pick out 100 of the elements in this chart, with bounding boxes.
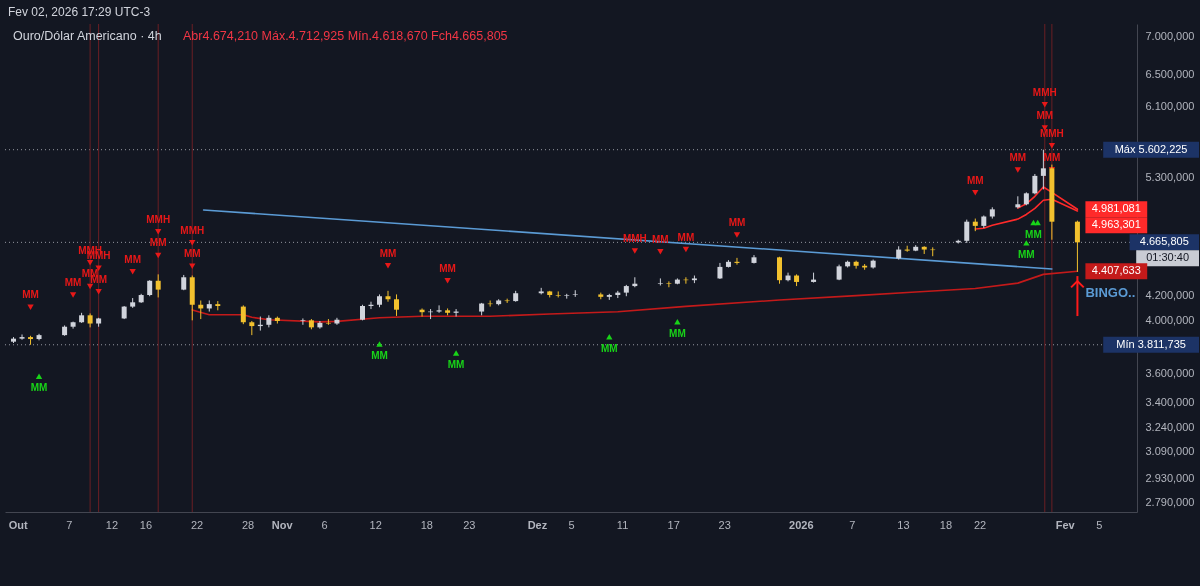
data-label: MM: [966, 174, 984, 186]
data-label: MMH: [1032, 86, 1057, 98]
data-label: MM: [64, 276, 82, 288]
y-tick-label: 3.240,000: [1145, 420, 1195, 433]
y-tick-label: 4.200,000: [1145, 289, 1195, 302]
point: [682, 246, 690, 253]
x-tick-label: 17: [667, 518, 680, 531]
point: [86, 260, 94, 266]
data-label: MM: [1018, 248, 1035, 260]
text: Fev 02, 2026 17:29 UTC-3: [8, 5, 151, 19]
x-tick-label: 12: [105, 518, 119, 531]
x-tick-label: 2026: [789, 518, 814, 531]
x-tick-label: 18: [420, 518, 433, 531]
candlestick: [394, 293, 400, 317]
point: [95, 289, 102, 295]
point: [189, 240, 196, 246]
x-tick-label: 5: [568, 518, 575, 531]
candlestick: [155, 273, 161, 298]
x-tick-label: 11: [616, 518, 629, 531]
point: [444, 277, 451, 284]
point: [1048, 143, 1056, 149]
data-label: MM: [447, 359, 465, 371]
x-tick-label: 23: [718, 518, 731, 531]
data-label: 4.963,301: [1091, 218, 1141, 231]
point: [1041, 101, 1048, 108]
point: [1023, 240, 1030, 246]
point: [972, 190, 979, 196]
data-label: MM: [439, 262, 456, 274]
y-tick-label: 4.000,000: [1145, 313, 1195, 326]
candlestick: [300, 317, 306, 326]
point: [733, 232, 741, 238]
data-label: MM: [1036, 109, 1054, 121]
data-label: MM: [30, 382, 48, 394]
point: [376, 341, 383, 347]
candlestick: [777, 256, 783, 285]
y-tick-label: 6.500,000: [1145, 67, 1195, 80]
data-label: MMH: [146, 213, 171, 225]
chart-title: Ouro/Dólar Americano · 4h: [13, 29, 162, 43]
data-label: 4.981,081: [1091, 202, 1141, 215]
data-label: MMH: [180, 224, 205, 236]
data-label: MM: [149, 237, 167, 249]
point: [1014, 167, 1021, 173]
candlestick: [1074, 220, 1080, 273]
point: [657, 249, 664, 255]
x-tick-label: Nov: [271, 518, 294, 531]
ref-line-label: Mín 3.811,735: [1116, 337, 1186, 350]
x-tick-label: Dez: [527, 518, 548, 531]
point: [631, 248, 638, 254]
line-series: [191, 270, 1079, 323]
data-label: MM: [183, 248, 201, 260]
point: [69, 292, 77, 298]
data-label: MM: [1043, 151, 1061, 163]
text: 01:30:40: [1146, 251, 1190, 264]
candlestick: [385, 290, 391, 303]
point: [155, 229, 162, 235]
x-tick-label: 18: [939, 518, 953, 531]
candlestick: [853, 260, 859, 270]
ref-line-label: 4.665,805: [1139, 235, 1189, 248]
data-label: MMH: [1039, 127, 1064, 139]
data-label: MM: [728, 217, 746, 229]
annotation: BINGO..: [1085, 285, 1136, 301]
x-tick-label: 12: [369, 518, 382, 531]
candlestick: [1032, 173, 1038, 195]
x-tick-label: 22: [973, 518, 987, 531]
point: [384, 262, 392, 269]
candlestick: [240, 304, 246, 325]
data-label: 4.407,633: [1091, 264, 1141, 277]
x-tick-label: 22: [190, 518, 204, 531]
candlestick: [964, 219, 970, 244]
x-tick-label: Fev: [1055, 518, 1076, 531]
x-tick-label: 6: [321, 518, 328, 531]
data-label: MM: [600, 342, 618, 354]
data-label: MM: [677, 231, 695, 243]
data-label: MM: [1025, 228, 1042, 240]
y-tick-label: 3.400,000: [1145, 396, 1195, 409]
y-tick-label: 5.300,000: [1145, 171, 1195, 184]
y-tick-label: 2.930,000: [1145, 471, 1195, 484]
y-tick-label: 7.000,000: [1145, 30, 1195, 43]
x-tick-label: 7: [849, 518, 856, 531]
y-tick-label: 2.790,000: [1145, 496, 1195, 509]
candlestick: [436, 304, 442, 314]
x-tick-label: 23: [463, 518, 476, 531]
ref-line-label: Máx 5.602,225: [1114, 142, 1188, 155]
x-tick-label: 16: [139, 518, 153, 531]
y-tick-label: 3.090,000: [1145, 444, 1195, 457]
candlestick: [317, 320, 323, 330]
data-label: MM: [1009, 152, 1027, 164]
x-tick-label: 28: [241, 518, 255, 531]
candlestick: [19, 333, 25, 341]
data-label: MM: [124, 253, 142, 265]
data-label: MM: [371, 350, 388, 362]
y-tick-label: 3.600,000: [1145, 367, 1195, 380]
point: [129, 268, 136, 275]
data-label: MM: [379, 247, 397, 259]
data-label: MM: [669, 327, 686, 339]
chart-subtitle: Abr4.674,210 Máx.4.712,925 Mín.4.618,670 Fch4.665,805: [183, 29, 508, 43]
y-tick-label: 6.100,000: [1145, 100, 1195, 113]
x-tick-label: 5: [1096, 518, 1103, 531]
x-tick-label: 13: [897, 518, 910, 531]
x-tick-label: 7: [66, 518, 73, 531]
